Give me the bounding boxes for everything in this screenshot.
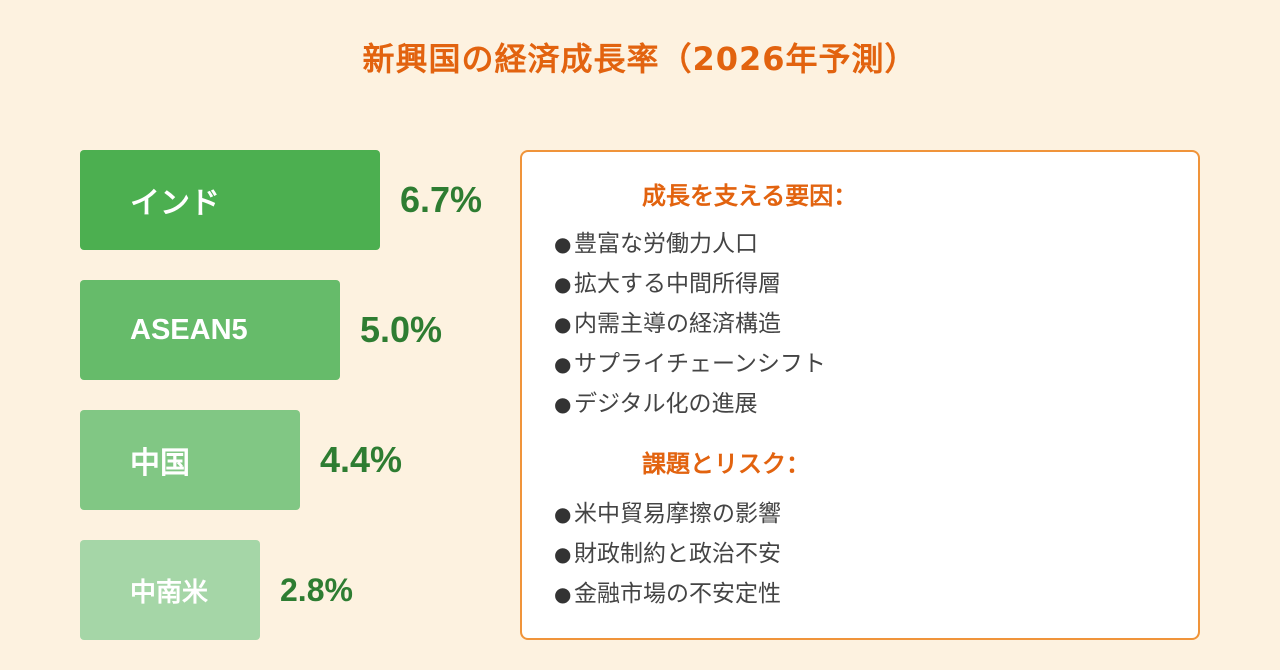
- risks-list: ● 米中貿易摩擦の影響 ● 財政制約と政治不安 ● 金融市場の不安定性: [554, 494, 781, 614]
- list-item-text: 豊富な労働力人口: [574, 231, 758, 257]
- list-item: ● 米中貿易摩擦の影響: [554, 494, 781, 534]
- bar-chart: インド 6.7% ASEAN5 5.0% 中国 4.4% 中南米 2.8%: [0, 0, 500, 670]
- list-item: ● 財政制約と政治不安: [554, 534, 781, 574]
- bullet-icon: ●: [554, 392, 572, 416]
- chart-title: 新興国の経済成長率（2026年予測）: [362, 40, 918, 78]
- list-item: ● 拡大する中間所得層: [554, 264, 826, 304]
- bar-value-label: 4.4%: [320, 439, 403, 480]
- bar-2: ASEAN5: [80, 280, 340, 380]
- bar-1: インド: [80, 150, 380, 250]
- list-item: ● 豊富な労働力人口: [554, 224, 826, 264]
- bullet-icon: ●: [554, 272, 572, 296]
- bullet-icon: ●: [554, 352, 572, 376]
- bullet-icon: ●: [554, 582, 572, 606]
- list-item-text: サプライチェーンシフト: [574, 351, 826, 377]
- growth-factors-title: 成長を支える要因：: [642, 182, 858, 210]
- list-item: ● サプライチェーンシフト: [554, 344, 826, 384]
- bullet-icon: ●: [554, 542, 572, 566]
- bullet-icon: ●: [554, 312, 572, 336]
- bar-value-label: 6.7%: [400, 179, 483, 220]
- bullet-icon: ●: [554, 502, 572, 526]
- bar-label: 中南米: [130, 576, 209, 607]
- bar-label: ASEAN5: [130, 313, 248, 346]
- growth-factors-list: ● 豊富な労働力人口 ● 拡大する中間所得層 ● 内需主導の経済構造 ● サプライチェーンシフ…: [554, 224, 826, 424]
- list-item-text: 財政制約と政治不安: [574, 541, 781, 567]
- list-item: ● 内需主導の経済構造: [554, 304, 826, 344]
- risks-title: 課題とリスク：: [642, 450, 810, 478]
- bar-label: 中国: [130, 447, 190, 480]
- bar-4: 中南米: [80, 540, 260, 640]
- bar-label: インド: [130, 187, 220, 220]
- bullet-icon: ●: [554, 232, 572, 256]
- bar-value-label: 5.0%: [360, 309, 443, 350]
- list-item-text: デジタル化の進展: [574, 391, 758, 417]
- info-panel: 成長を支える要因： ● 豊富な労働力人口 ● 拡大する中間所得層 ● 内需主導の経済構造 ●…: [520, 150, 1200, 640]
- list-item-text: 内需主導の経済構造: [574, 311, 781, 337]
- list-item: ● デジタル化の進展: [554, 384, 826, 424]
- bar-3: 中国: [80, 410, 300, 510]
- list-item-text: 金融市場の不安定性: [574, 581, 781, 607]
- list-item: ● 金融市場の不安定性: [554, 574, 781, 614]
- list-item-text: 米中貿易摩擦の影響: [574, 501, 781, 527]
- list-item-text: 拡大する中間所得層: [574, 271, 781, 297]
- bar-value-label: 2.8%: [280, 571, 353, 608]
